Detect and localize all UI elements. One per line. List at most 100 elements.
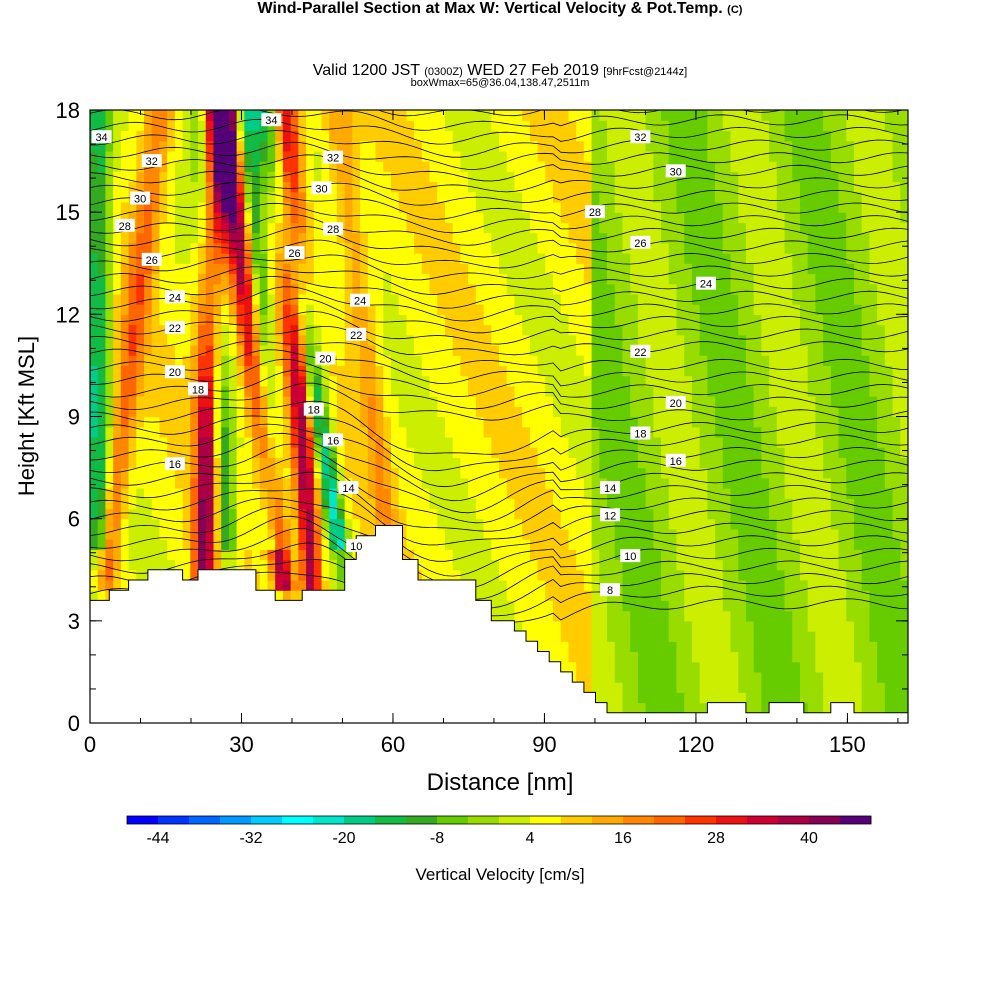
field-cell	[537, 150, 546, 162]
field-cell	[715, 579, 724, 591]
field-cell	[182, 130, 191, 142]
field-cell	[684, 406, 693, 418]
field-cell	[591, 620, 600, 632]
field-cell	[722, 304, 732, 315]
field-cell	[576, 355, 585, 367]
field-cell	[591, 324, 600, 336]
field-cell	[560, 171, 570, 183]
field-cell	[120, 426, 130, 438]
field-cell	[622, 661, 631, 673]
field-cell	[591, 671, 600, 683]
field-cell	[630, 569, 639, 581]
field-cell	[475, 293, 485, 305]
field-cell	[637, 293, 647, 305]
field-cell	[568, 181, 577, 193]
field-cell	[630, 518, 639, 530]
field-cell	[275, 498, 284, 510]
field-cell	[645, 457, 654, 469]
field-cell	[684, 569, 693, 581]
field-cell	[221, 263, 230, 275]
field-cell	[174, 436, 184, 448]
field-cell	[630, 191, 639, 203]
field-cell	[298, 375, 307, 387]
field-cell	[653, 212, 662, 223]
field-cell	[684, 416, 693, 428]
field-cell	[360, 467, 369, 479]
field-cell	[383, 426, 392, 438]
field-cell	[707, 191, 716, 203]
field-cell	[707, 508, 716, 520]
field-cell	[198, 559, 207, 571]
field-cell	[661, 467, 670, 479]
field-cell	[136, 355, 145, 367]
field-cell	[151, 201, 161, 213]
field-cell	[653, 528, 662, 540]
field-cell	[275, 283, 284, 295]
field-cell	[676, 549, 685, 561]
field-cell	[468, 559, 477, 571]
field-cell	[699, 263, 708, 275]
field-cell	[360, 201, 369, 213]
field-cell	[699, 426, 708, 438]
field-cell	[545, 539, 554, 550]
field-cell	[406, 375, 415, 387]
field-cell	[529, 620, 539, 632]
field-cell	[468, 212, 477, 223]
field-cell	[560, 610, 570, 622]
field-cell	[182, 242, 191, 254]
subtitle-date: WED 27 Feb 2019	[467, 62, 599, 79]
field-cell	[468, 273, 477, 285]
field-cell	[607, 324, 616, 336]
field-cell	[722, 120, 732, 132]
field-cell	[553, 324, 562, 336]
field-cell	[483, 334, 492, 346]
field-cell	[537, 508, 546, 520]
field-cell	[614, 467, 624, 479]
field-cell	[90, 579, 99, 591]
field-cell	[645, 375, 654, 387]
field-cell	[429, 396, 438, 407]
field-cell	[661, 140, 670, 152]
field-cell	[367, 304, 377, 315]
field-cell	[661, 150, 670, 162]
field-cell	[645, 467, 654, 479]
field-cell	[730, 682, 739, 693]
field-cell	[591, 447, 600, 458]
field-cell	[221, 150, 230, 162]
field-cell	[144, 559, 153, 571]
field-cell	[375, 201, 384, 213]
field-cell	[375, 508, 384, 520]
field-cell	[120, 273, 130, 285]
field-cell	[444, 212, 454, 223]
field-cell	[529, 406, 539, 418]
field-cell	[529, 631, 539, 642]
field-cell	[321, 273, 330, 285]
field-cell	[653, 355, 662, 367]
field-cell	[591, 518, 600, 530]
field-cell	[313, 549, 323, 561]
field-cell	[722, 692, 732, 704]
field-cell	[190, 334, 199, 346]
field-cell	[583, 344, 593, 356]
field-cell	[360, 232, 369, 244]
field-cell	[205, 385, 215, 397]
field-cell	[583, 416, 593, 428]
field-cell	[352, 263, 361, 275]
field-cell	[607, 222, 616, 234]
field-cell	[607, 150, 616, 162]
field-cell	[553, 232, 562, 244]
field-cell	[630, 477, 639, 489]
field-cell	[252, 375, 261, 387]
field-cell	[691, 528, 701, 540]
field-cell	[553, 600, 562, 612]
field-cell	[144, 518, 153, 530]
field-cell	[722, 283, 732, 295]
field-cell	[113, 539, 122, 550]
field-cell	[321, 365, 330, 377]
field-cell	[306, 232, 315, 244]
field-cell	[560, 477, 570, 489]
field-cell	[259, 212, 269, 223]
field-cell	[159, 385, 168, 397]
field-cell	[715, 304, 724, 315]
field-cell	[607, 498, 616, 510]
